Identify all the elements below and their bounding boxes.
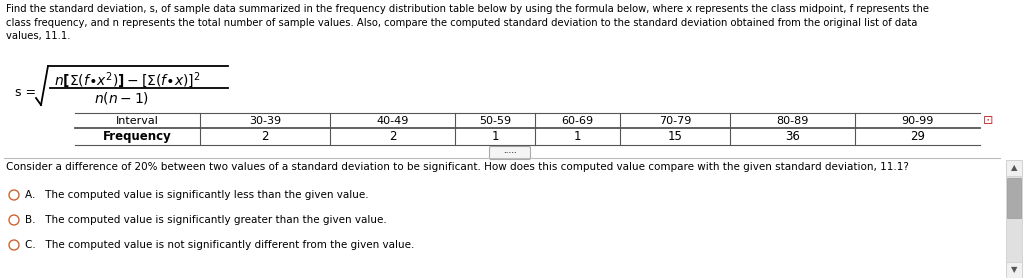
Text: ▲: ▲ xyxy=(1011,163,1017,173)
Text: 30-39: 30-39 xyxy=(249,115,281,125)
Text: B.   The computed value is significantly greater than the given value.: B. The computed value is significantly g… xyxy=(25,215,387,225)
FancyBboxPatch shape xyxy=(1006,160,1022,176)
Text: 15: 15 xyxy=(668,130,682,143)
Text: 36: 36 xyxy=(785,130,800,143)
FancyBboxPatch shape xyxy=(1006,262,1022,278)
FancyBboxPatch shape xyxy=(489,147,530,160)
Text: ⊡: ⊡ xyxy=(983,114,993,127)
Text: 29: 29 xyxy=(910,130,925,143)
Text: 60-69: 60-69 xyxy=(561,115,594,125)
Text: 1: 1 xyxy=(573,130,582,143)
Text: 80-89: 80-89 xyxy=(776,115,809,125)
Text: 2: 2 xyxy=(389,130,396,143)
Text: 40-49: 40-49 xyxy=(376,115,409,125)
Text: 1: 1 xyxy=(492,130,499,143)
Text: Frequency: Frequency xyxy=(103,130,172,143)
Text: ▼: ▼ xyxy=(1011,265,1017,274)
FancyBboxPatch shape xyxy=(1006,160,1022,278)
Text: 2: 2 xyxy=(261,130,268,143)
Text: Find the standard deviation, s, of sample data summarized in the frequency distr: Find the standard deviation, s, of sampl… xyxy=(6,4,929,41)
Text: ·····: ····· xyxy=(503,150,517,156)
Text: s =: s = xyxy=(15,86,36,98)
Text: Interval: Interval xyxy=(116,115,159,125)
Text: $n\mathbf{[}\Sigma(f{\bullet}x^2)\mathbf{]} - [\Sigma(f{\bullet}x)]^2$: $n\mathbf{[}\Sigma(f{\bullet}x^2)\mathbf… xyxy=(54,70,201,90)
Text: Consider a difference of 20% between two values of a standard deviation to be si: Consider a difference of 20% between two… xyxy=(6,162,909,172)
Text: C.   The computed value is not significantly different from the given value.: C. The computed value is not significant… xyxy=(25,240,415,250)
Text: A.   The computed value is significantly less than the given value.: A. The computed value is significantly l… xyxy=(25,190,369,200)
Text: $n(n-1)$: $n(n-1)$ xyxy=(94,90,150,106)
Text: 50-59: 50-59 xyxy=(479,115,511,125)
FancyBboxPatch shape xyxy=(1007,178,1021,218)
Text: 90-99: 90-99 xyxy=(901,115,934,125)
Text: 70-79: 70-79 xyxy=(658,115,691,125)
